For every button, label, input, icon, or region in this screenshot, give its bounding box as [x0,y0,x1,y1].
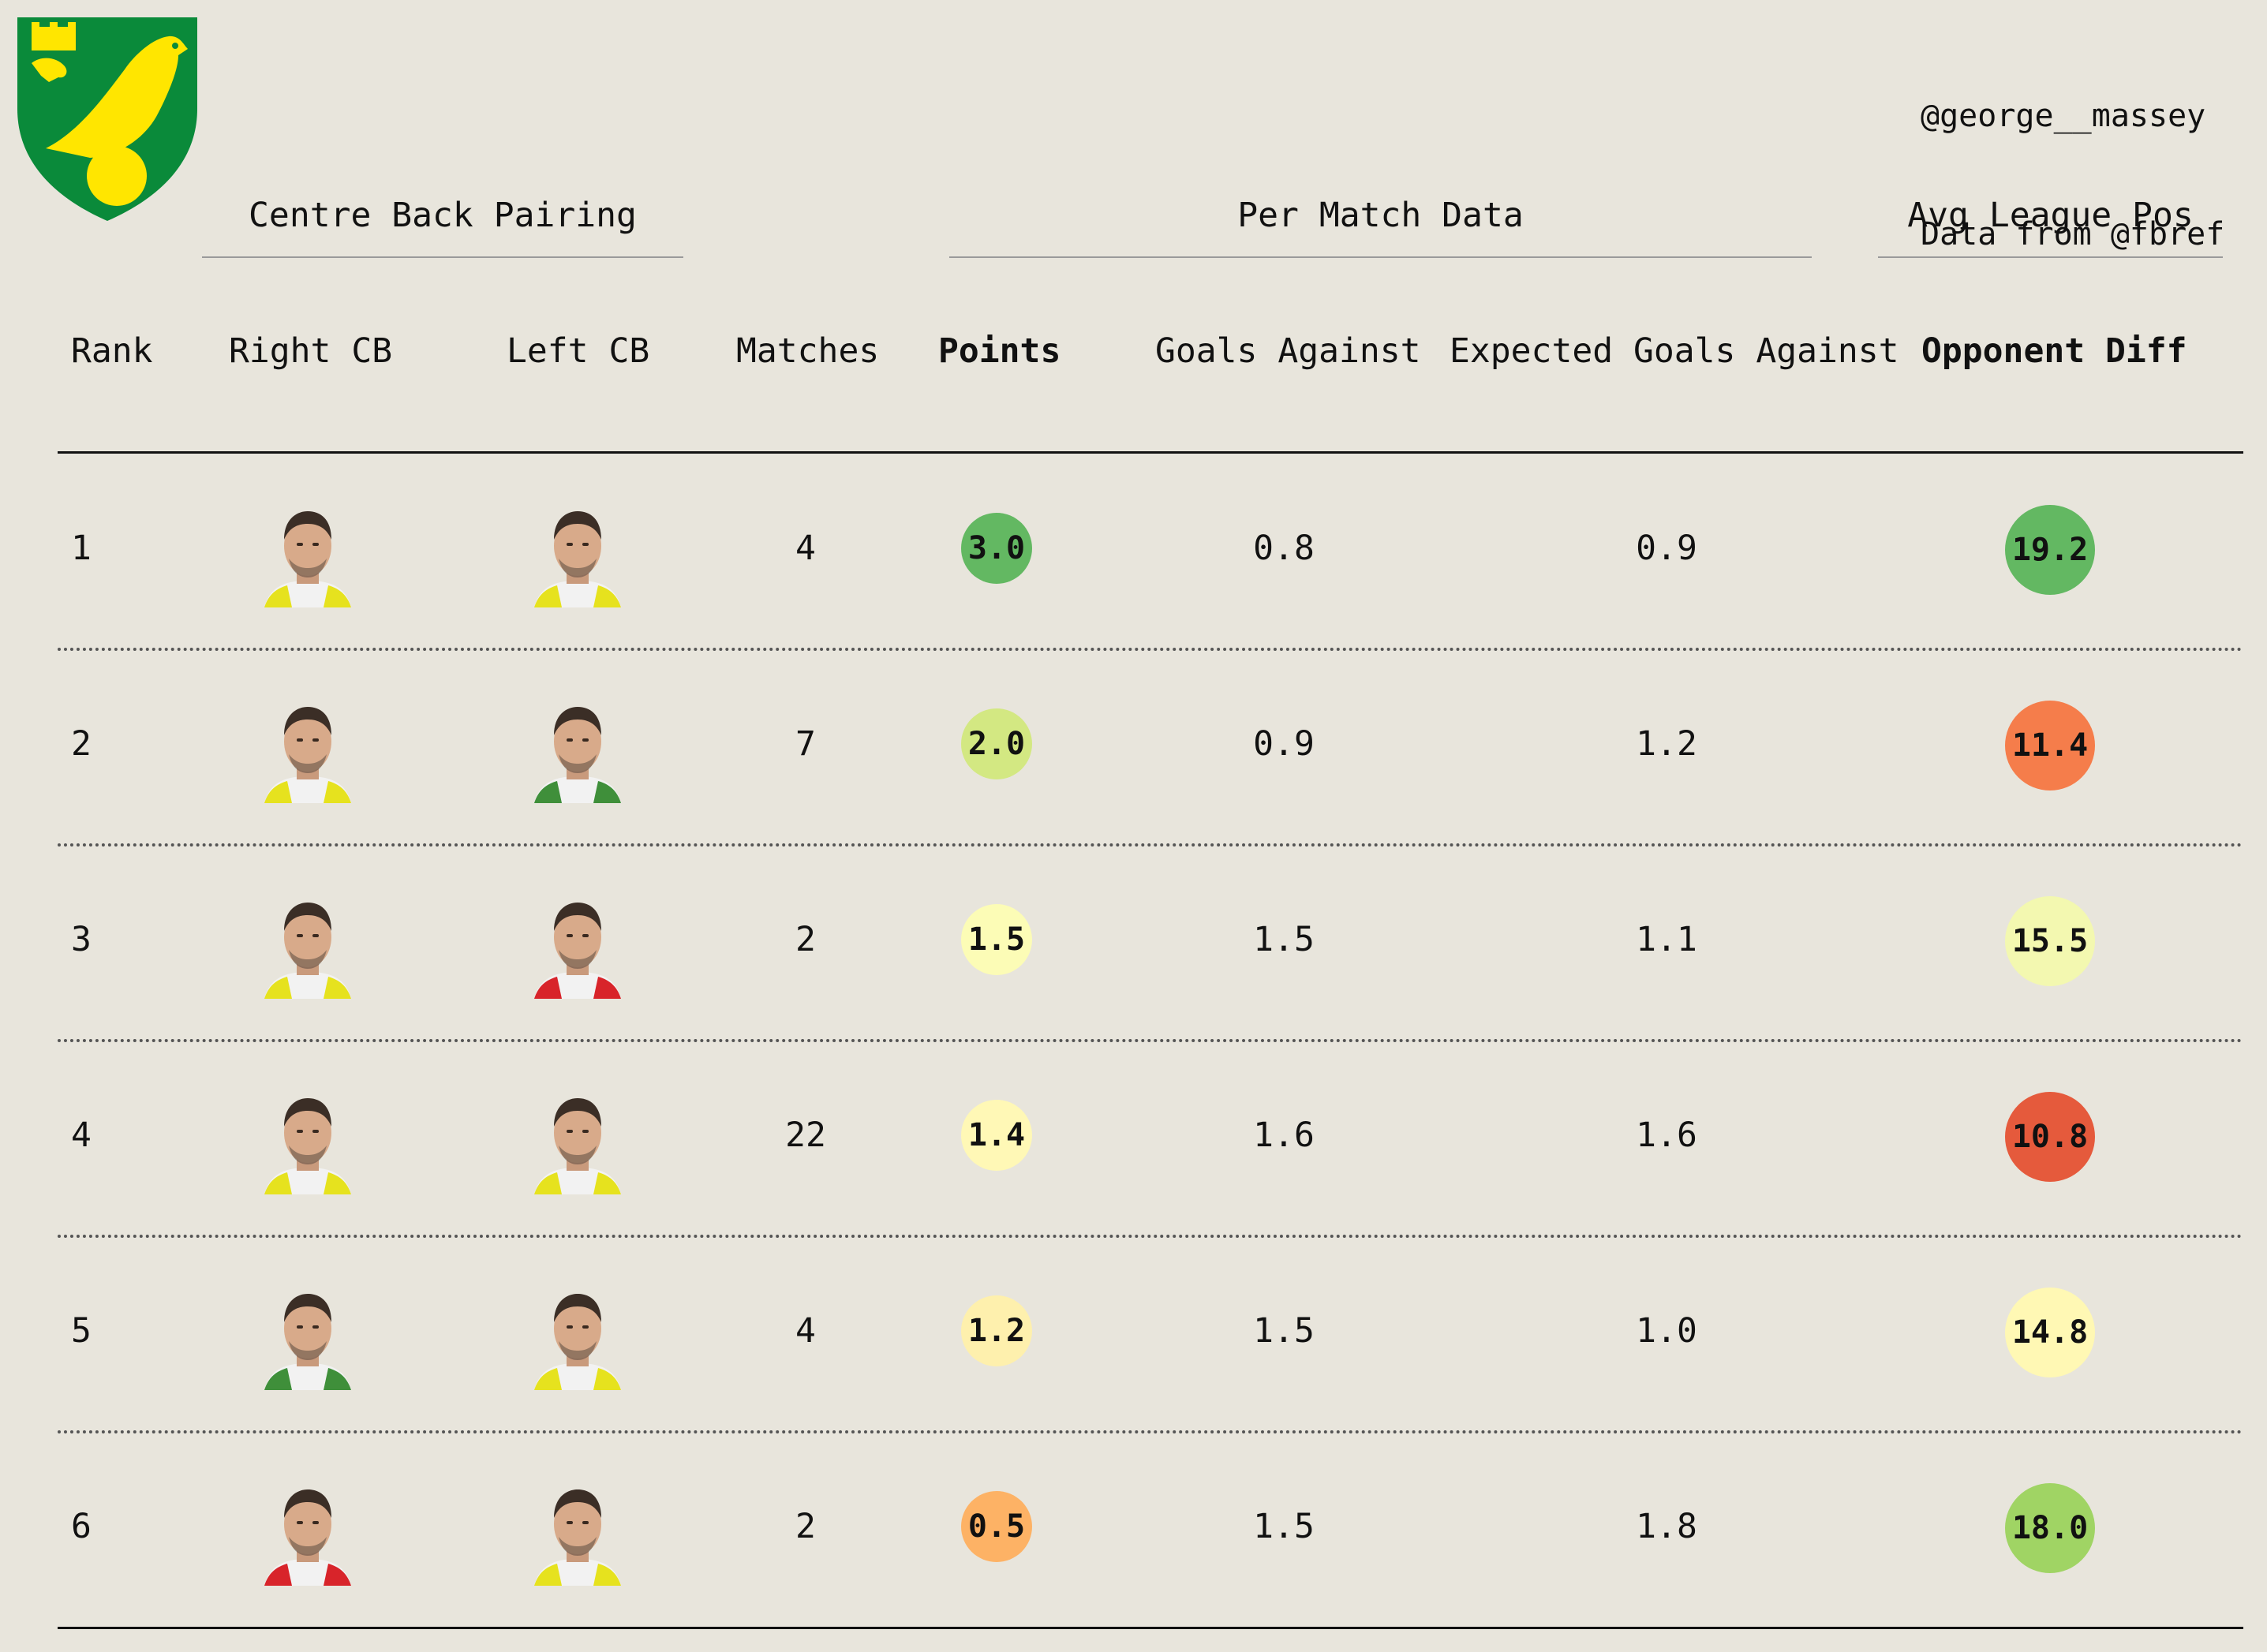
left-cb-portrait [534,707,621,803]
row-divider [58,648,2243,651]
right-cb-portrait [264,1489,351,1586]
opponent-diff-bubble: 10.8 [2005,1092,2095,1182]
points-bubble: 1.2 [961,1295,1032,1366]
left-cb-portrait [534,511,621,607]
rank-cell: 3 [71,920,92,959]
left-cb-portrait [534,903,621,999]
xga-cell: 1.6 [1636,1116,1697,1155]
xga-cell: 1.8 [1636,1507,1697,1546]
rank-cell: 5 [71,1311,92,1351]
left-cb-portrait [534,1098,621,1194]
right-cb-portrait [264,903,351,999]
row-divider [58,1039,2243,1042]
row-divider [58,843,2243,847]
xga-cell: 1.1 [1636,920,1697,959]
header-rule [58,451,2243,454]
matches-cell: 22 [785,1116,826,1155]
opponent-diff-bubble: 14.8 [2005,1288,2095,1377]
header-left-cb: Left CB [507,331,650,371]
rank-cell: 1 [71,529,92,568]
header-goals-against: Goals Against [1155,331,1421,371]
header-points: Points [938,331,1061,371]
header-xga: Expected Goals Against [1450,331,1899,371]
group-underline-per-match [949,256,1812,258]
left-cb-portrait [534,1489,621,1586]
credit-source: Data from @fbref [1921,216,2225,252]
opponent-diff-bubble: 11.4 [2005,701,2095,790]
right-cb-portrait [264,1098,351,1194]
points-bubble: 1.5 [961,904,1032,975]
matches-cell: 2 [795,920,816,959]
points-bubble: 2.0 [961,708,1032,779]
matches-cell: 7 [795,724,816,764]
points-bubble: 1.4 [961,1100,1032,1171]
row-divider [58,1235,2243,1238]
rank-cell: 4 [71,1116,92,1155]
goals-against-cell: 1.5 [1253,1311,1315,1351]
opponent-diff-bubble: 19.2 [2005,505,2095,595]
group-title-pairing: Centre Back Pairing [249,196,637,235]
goals-against-cell: 0.9 [1253,724,1315,764]
goals-against-cell: 1.6 [1253,1116,1315,1155]
right-cb-portrait [264,511,351,607]
norwich-city-crest [17,17,197,221]
matches-cell: 4 [795,1311,816,1351]
goals-against-cell: 1.5 [1253,1507,1315,1546]
group-underline-avg-pos [1878,256,2223,258]
group-title-avg-pos: Avg League Pos [1907,196,2194,235]
header-right-cb: Right CB [229,331,393,371]
opponent-diff-bubble: 15.5 [2005,896,2095,986]
matches-cell: 4 [795,529,816,568]
credits: @george__massey Data from @fbref [1921,17,2224,333]
xga-cell: 1.0 [1636,1311,1697,1351]
xga-cell: 0.9 [1636,529,1697,568]
credit-author: @george__massey [1921,98,2206,134]
points-bubble: 3.0 [961,513,1032,584]
footer-rule [58,1627,2243,1629]
group-title-per-match: Per Match Data [1237,196,1524,235]
rank-cell: 6 [71,1507,92,1546]
header-rank: Rank [71,331,153,371]
matches-cell: 2 [795,1507,816,1546]
header-matches: Matches [736,331,880,371]
points-bubble: 0.5 [961,1491,1032,1562]
left-cb-portrait [534,1294,621,1390]
row-divider [58,1430,2243,1433]
right-cb-portrait [264,1294,351,1390]
xga-cell: 1.2 [1636,724,1697,764]
goals-against-cell: 1.5 [1253,920,1315,959]
header-opponent-diff: Opponent Diff [1921,331,2187,371]
opponent-diff-bubble: 18.0 [2005,1483,2095,1573]
right-cb-portrait [264,707,351,803]
group-underline-pairing [202,256,683,258]
rank-cell: 2 [71,724,92,764]
goals-against-cell: 0.8 [1253,529,1315,568]
